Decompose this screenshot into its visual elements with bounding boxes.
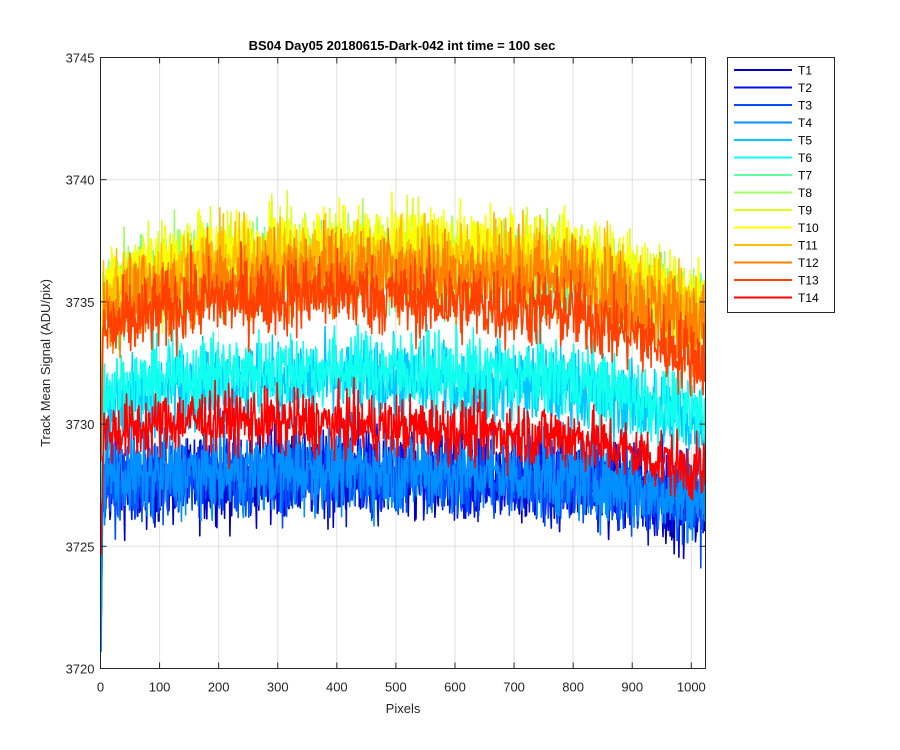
legend-entry: T7 [798,169,812,183]
x-tick-label: 300 [267,680,289,695]
legend-entry: T10 [798,221,819,235]
x-tick-label: 600 [444,680,466,695]
y-tick-label: 3725 [66,539,95,554]
series-line-t14 [101,376,705,556]
plot-axes: 0 100 200 300 400 500 600 700 800 900 1000 3720 3725… [66,51,706,695]
legend-entry: T5 [798,134,812,148]
legend-entry: T3 [798,99,812,113]
y-tick-label: 3730 [66,417,95,432]
x-tick-label: 1000 [677,680,706,695]
x-tick-label: 900 [621,680,643,695]
series-line-t6 [101,321,705,522]
chart-title: BS04 Day05 20180615-Dark-042 int time = … [249,38,556,53]
series-line-t13 [101,241,705,462]
x-tick-label: 100 [149,680,171,695]
legend-entry: T14 [798,291,819,305]
x-tick-label: 500 [385,680,407,695]
legend-entry: T13 [798,274,819,288]
legend-entry: T12 [798,256,819,270]
y-tick-label: 3735 [66,295,95,310]
legend-entry: T4 [798,116,812,130]
y-tick-label: 3720 [66,662,95,677]
plot-frame [100,57,706,669]
legend-box [727,57,835,313]
y-tick-label: 3740 [66,173,95,188]
x-tick-label: 0 [97,680,104,695]
legend-entry: T11 [798,239,818,253]
x-tick-label: 800 [562,680,584,695]
series-lines [101,189,705,653]
x-tick-label: 400 [326,680,348,695]
x-tick-label: 700 [503,680,525,695]
x-tick-label: 200 [208,680,230,695]
legend-entry: T2 [798,81,812,95]
y-tick-label: 3745 [66,51,95,66]
series-line-t4 [101,408,705,653]
y-axis-label: Track Mean Signal (ADU/pix) [38,279,53,447]
legend-entry: T1 [798,64,812,78]
legend: T1 T2 T3 T4 T5 T6 T7 T8 T9 T10 T11 T12 T13 T14 [727,57,835,313]
legend-entry: T6 [798,151,812,165]
x-axis-label: Pixels [386,701,421,716]
legend-entry: T9 [798,204,812,218]
axis-ticks: 0 100 200 300 400 500 600 700 800 900 1000 3720 3725… [66,51,706,695]
legend-entry: T8 [798,186,812,200]
